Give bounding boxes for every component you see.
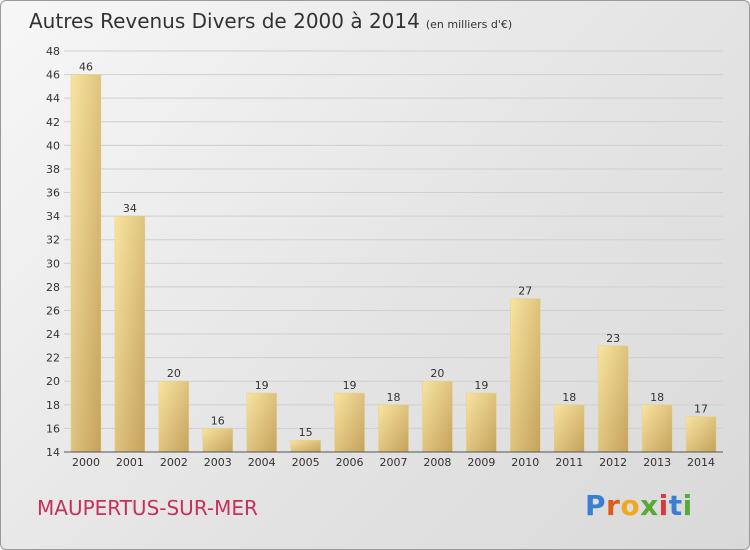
y-tick-label: 30	[46, 257, 60, 270]
bar-2012	[597, 345, 629, 453]
y-tick-label: 44	[46, 92, 60, 105]
logo-letter: i	[682, 489, 693, 522]
data-label: 15	[299, 426, 313, 439]
x-tick-label: 2010	[511, 456, 539, 469]
bar-2013	[641, 404, 673, 453]
bar-2006	[334, 392, 365, 453]
x-tick-label: 2003	[204, 456, 232, 469]
logo-letter: o	[620, 489, 641, 522]
proxiti-logo: Proxiti	[585, 489, 693, 522]
bar-2004	[246, 392, 277, 453]
data-label: 19	[255, 379, 269, 392]
data-labels: 46 34 20 16 19 15 19 18 20 19 27 18 23 18 17	[79, 61, 708, 440]
data-label: 23	[606, 332, 620, 345]
x-tick-label: 2006	[336, 456, 364, 469]
x-tick-label: 2014	[687, 456, 715, 469]
data-label: 20	[167, 367, 181, 380]
commune-name: MAUPERTUS-SUR-MER	[37, 496, 258, 520]
data-label: 19	[343, 379, 357, 392]
bar-2005	[290, 439, 321, 453]
y-tick-label: 46	[46, 69, 60, 82]
data-label: 34	[123, 202, 137, 215]
chart-title: Autres Revenus Divers de 2000 à 2014 (en …	[29, 9, 512, 33]
y-tick-label: 14	[46, 446, 60, 459]
x-tick-label: 2009	[467, 456, 495, 469]
y-tick-label: 48	[46, 45, 60, 58]
logo-letter: i	[658, 489, 669, 522]
data-label: 46	[79, 61, 93, 74]
unit-text: (en milliers d'€)	[425, 18, 513, 31]
y-tick-label: 38	[46, 163, 60, 176]
x-tick-labels: 2000 2001 2002 2003 2004 2005 2006 2007 2008 2009…	[72, 456, 715, 469]
bar-2007	[378, 404, 409, 453]
bar-2010	[510, 298, 541, 453]
y-tick-label: 28	[46, 281, 60, 294]
logo-letter: r	[606, 489, 621, 522]
y-tick-label: 24	[46, 328, 60, 341]
x-tick-label: 2002	[160, 456, 188, 469]
y-tick-label: 42	[46, 116, 60, 129]
bar-2014	[685, 416, 717, 453]
logo-letter: P	[585, 489, 607, 522]
y-tick-label: 32	[46, 234, 60, 247]
bar-2011	[553, 404, 585, 453]
bar-2002	[158, 380, 190, 453]
data-label: 18	[387, 391, 401, 404]
data-label: 18	[562, 391, 576, 404]
x-tick-label: 2005	[292, 456, 320, 469]
x-tick-label: 2013	[643, 456, 671, 469]
x-tick-label: 2004	[248, 456, 276, 469]
x-tick-label: 2008	[423, 456, 451, 469]
y-tick-labels: 14 16 18 20 22 24 26 28 30 32 34 36 38 40 42 44 46 48	[46, 45, 60, 459]
x-tick-label: 2001	[116, 456, 144, 469]
logo-letter: t	[668, 489, 683, 522]
bar-2001	[114, 215, 146, 453]
bar-2008	[422, 380, 453, 453]
data-label: 17	[694, 403, 708, 416]
x-tick-label: 2012	[599, 456, 627, 469]
bar-2003	[202, 428, 234, 453]
logo-letter: x	[640, 489, 659, 522]
x-tick-label: 2000	[72, 456, 100, 469]
bar-2000	[70, 74, 102, 453]
y-tick-label: 26	[46, 304, 60, 317]
y-tick-label: 40	[46, 139, 60, 152]
x-tick-label: 2007	[380, 456, 408, 469]
y-tick-label: 22	[46, 352, 60, 365]
data-label: 16	[211, 414, 225, 427]
bars	[70, 74, 717, 453]
data-label: 27	[518, 285, 532, 298]
bar-2009	[466, 392, 497, 453]
x-tick-label: 2011	[555, 456, 583, 469]
y-tick-label: 36	[46, 187, 60, 200]
data-label: 18	[650, 391, 664, 404]
y-tick-label: 20	[46, 375, 60, 388]
y-tick-label: 16	[46, 422, 60, 435]
data-label: 20	[430, 367, 444, 380]
data-label: 19	[474, 379, 488, 392]
y-tick-label: 18	[46, 399, 60, 412]
y-tick-label: 34	[46, 210, 60, 223]
title-text: Autres Revenus Divers de 2000 à 2014	[29, 9, 420, 33]
